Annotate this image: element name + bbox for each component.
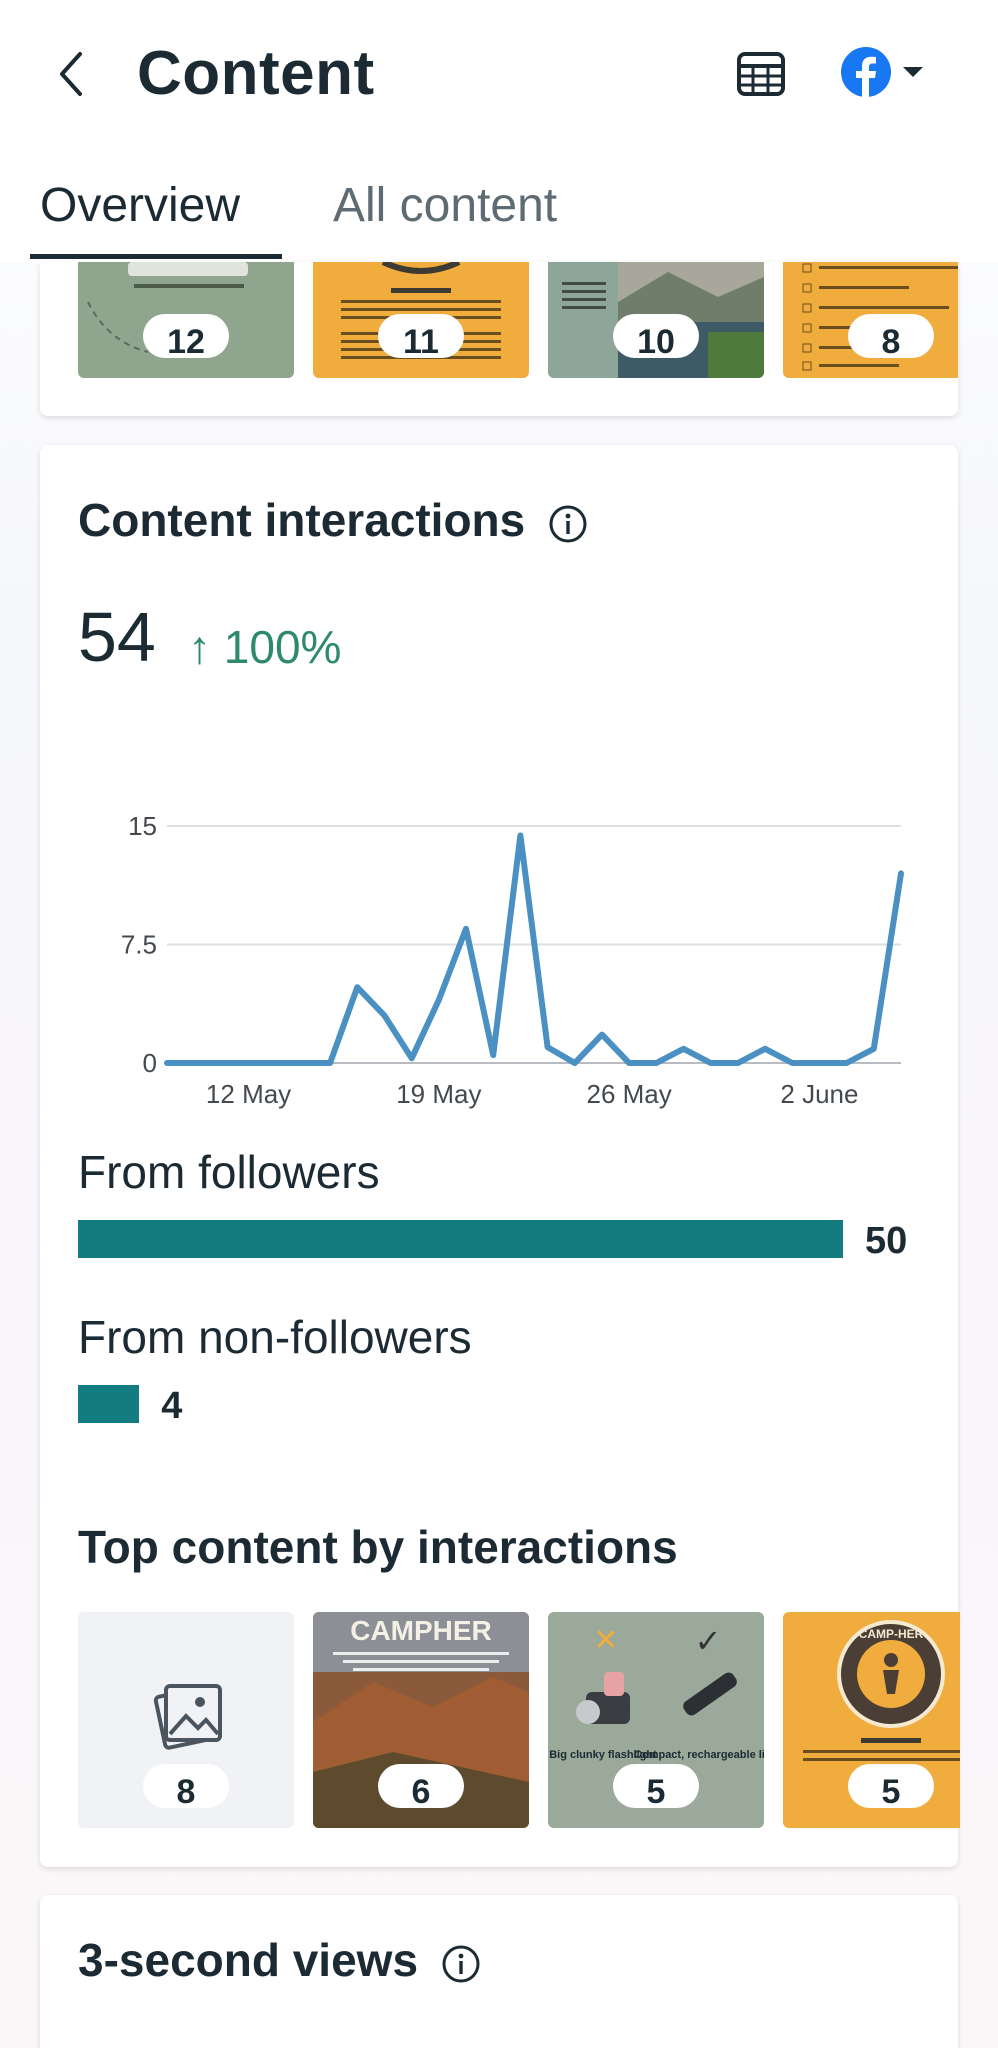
interaction-count: 5 <box>848 1764 934 1808</box>
top-content-item[interactable]: CAMPHER 6 <box>313 1612 529 1828</box>
top-content-title: Top content by interactions <box>78 1521 678 1573</box>
x-tick-label: 12 May <box>206 1079 291 1109</box>
caret-down-icon <box>903 67 923 77</box>
followers-value: 50 <box>865 1220 908 1262</box>
section-title: Content interactions <box>78 493 588 547</box>
page-title: Content <box>137 39 375 108</box>
top-content-item[interactable]: CAMP-HER 5 <box>783 1612 960 1828</box>
interaction-count: 8 <box>143 1764 229 1808</box>
y-tick-label: 0 <box>143 1048 157 1078</box>
svg-text:✕: ✕ <box>593 1623 618 1658</box>
tab-all-content[interactable]: All content <box>333 179 558 232</box>
interaction-count: 8 <box>848 314 934 358</box>
section-title: 3-second views <box>78 1933 481 1987</box>
y-tick-label: 7.5 <box>121 930 157 960</box>
interaction-count: 5 <box>613 1764 699 1808</box>
top-content-item[interactable]: 8 <box>78 1612 294 1828</box>
content-thumbnail[interactable]: 8 <box>783 262 958 378</box>
image-placeholder-icon <box>153 1684 222 1750</box>
facebook-icon <box>841 47 891 97</box>
content-thumbnail[interactable]: 11 <box>313 262 529 378</box>
info-icon[interactable] <box>548 504 588 544</box>
section-title-text: 3-second views <box>78 1934 419 1986</box>
change-percentage: ↑ 100% <box>188 621 342 673</box>
tab-overview[interactable]: Overview <box>40 179 241 232</box>
top-content-card: 12 11 <box>40 262 958 416</box>
x-tick-label: 19 May <box>396 1079 481 1109</box>
table-icon[interactable] <box>733 46 789 102</box>
total-interactions: 54 <box>78 598 156 676</box>
info-icon[interactable] <box>441 1944 481 1984</box>
app-header: Content <box>0 0 998 150</box>
interaction-count: 11 <box>378 314 464 358</box>
platform-switcher[interactable] <box>840 44 940 100</box>
followers-bar <box>78 1220 843 1258</box>
content-thumbnail[interactable]: 10 <box>548 262 764 378</box>
post-preview: CAMP-HER <box>803 1620 960 1761</box>
post-preview: ✕ ✓ Big clunky flashlight Compact, recha… <box>549 1622 764 1761</box>
post-caption-right: Compact, rechargeable light <box>634 1749 764 1761</box>
content-thumbnail[interactable]: 12 <box>78 262 294 378</box>
x-tick-label: 2 June <box>780 1079 858 1109</box>
y-tick-label: 15 <box>128 811 157 841</box>
post-caption: CAMPHER <box>350 1615 492 1646</box>
series-line <box>164 832 904 1066</box>
svg-text:✓: ✓ <box>695 1622 722 1660</box>
post-caption-left: Big clunky flashlight <box>549 1749 657 1761</box>
interaction-count: 6 <box>378 1764 464 1808</box>
three-second-views-card: 3-second views <box>40 1895 958 2048</box>
logo-text: CAMP-HER <box>859 1627 924 1641</box>
x-tick-label: 26 May <box>587 1079 672 1109</box>
top-content-row: 8 CAMPHER 6 ✕ ✓ Big cl <box>78 1612 960 1828</box>
thumbnail-row: 12 11 <box>78 262 958 378</box>
interaction-count: 10 <box>613 314 699 358</box>
non-followers-label: From non-followers <box>78 1311 472 1363</box>
top-content-item[interactable]: ✕ ✓ Big clunky flashlight Compact, recha… <box>548 1612 764 1828</box>
tab-bar: Overview All content <box>0 150 998 262</box>
section-title-text: Content interactions <box>78 494 526 546</box>
active-tab-indicator <box>30 254 282 259</box>
content-interactions-card: Content interactions 54 ↑ 100% 15 7.5 0 12… <box>40 445 960 1867</box>
non-followers-value: 4 <box>161 1385 183 1427</box>
post-preview <box>87 262 248 353</box>
interactions-line-chart: 15 7.5 0 12 May 19 May 26 May 2 June <box>121 811 904 1109</box>
followers-label: From followers <box>78 1146 380 1198</box>
interaction-count: 12 <box>143 314 229 358</box>
non-followers-bar <box>78 1385 140 1423</box>
chevron-left-icon[interactable] <box>50 46 94 102</box>
